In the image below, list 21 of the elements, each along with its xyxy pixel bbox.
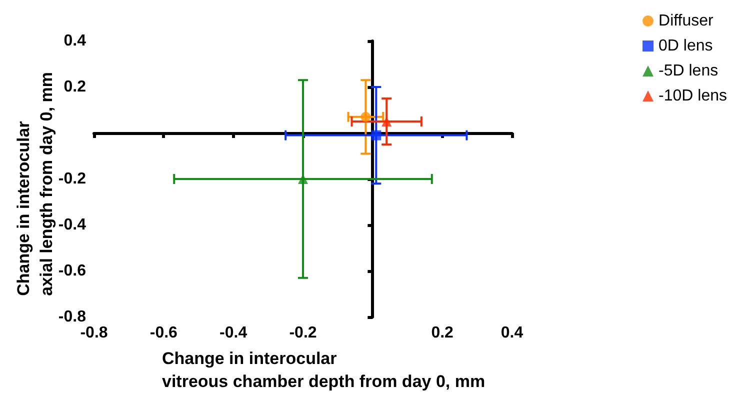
legend-label: Diffuser bbox=[658, 12, 714, 30]
x-tick-label: -0.2 bbox=[289, 324, 317, 342]
point bbox=[371, 130, 382, 140]
y-tick-label: -0.6 bbox=[58, 262, 86, 280]
y-tick-label: 0.4 bbox=[64, 32, 86, 50]
y-tick-label: -0.4 bbox=[58, 216, 86, 234]
x-tick-label: -0.8 bbox=[80, 324, 108, 342]
x-tick-label: -0.6 bbox=[150, 324, 178, 342]
legend-label: -5D lens bbox=[658, 62, 718, 80]
legend-label: 0D lens bbox=[658, 38, 713, 54]
x-tick-label: 0.4 bbox=[500, 324, 524, 342]
point bbox=[382, 116, 392, 126]
x-axis-title: Change in interocular vitreous chamber depth from day 0, mm bbox=[162, 349, 486, 391]
y-tick-label: -0.2 bbox=[58, 170, 86, 188]
point bbox=[360, 112, 371, 122]
legend-label: -10D lens bbox=[658, 88, 728, 104]
x-tick-label: -0.4 bbox=[220, 324, 248, 342]
x-tick-label: 0.2 bbox=[431, 324, 454, 342]
y-tick-label: -0.8 bbox=[58, 308, 86, 326]
y-tick-label: 0.2 bbox=[64, 78, 86, 96]
y-axis-title: Change in interocular axial length from day 0, mm bbox=[14, 72, 56, 296]
